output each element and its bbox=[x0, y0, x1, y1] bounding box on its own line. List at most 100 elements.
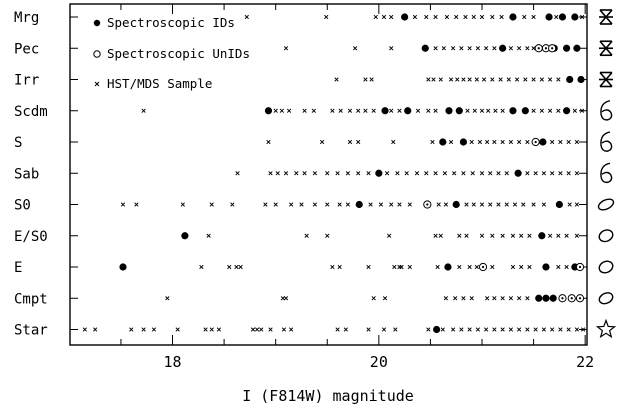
spectroscopic-unid-point-center bbox=[578, 265, 582, 269]
compact-icon bbox=[598, 292, 614, 305]
hst-mds-point bbox=[547, 77, 553, 82]
elliptical-lenticular-icon bbox=[598, 229, 614, 243]
hst-mds-point bbox=[451, 171, 457, 176]
hst-mds-point bbox=[531, 108, 536, 113]
hst-mds-point bbox=[564, 264, 569, 270]
hst-mds-point bbox=[508, 296, 514, 301]
hst-mds-point bbox=[387, 233, 392, 238]
hst-mds-point bbox=[519, 264, 524, 270]
hst-mds-point bbox=[234, 264, 239, 270]
spiral-late-icon bbox=[600, 100, 613, 121]
hst-mds-point bbox=[381, 327, 387, 332]
spectroscopic-unid-point-center bbox=[481, 265, 485, 269]
hst-mds-point bbox=[426, 108, 431, 113]
hst-mds-point bbox=[500, 233, 505, 238]
hst-mds-point bbox=[463, 14, 468, 20]
irregular-icon bbox=[599, 71, 613, 88]
hst-mds-point bbox=[499, 14, 504, 20]
spectroscopic-id-point bbox=[404, 107, 412, 115]
spectroscopic-id-point bbox=[535, 294, 543, 302]
spectroscopic-id-point bbox=[555, 200, 563, 209]
spectroscopic-id-point bbox=[562, 44, 571, 52]
hst-mds-point bbox=[479, 108, 485, 113]
hst-mds-point bbox=[579, 14, 585, 20]
hst-mds-point bbox=[522, 14, 527, 20]
hst-mds-point bbox=[442, 171, 448, 176]
hst-mds-point bbox=[488, 202, 493, 207]
spectroscopic-id-point bbox=[375, 169, 383, 177]
spectroscopic-id-point bbox=[539, 138, 547, 146]
hst-mds-point bbox=[412, 14, 418, 20]
hst-mds-point bbox=[525, 171, 530, 176]
hst-mds-point bbox=[496, 171, 501, 176]
hst-mds-point bbox=[492, 296, 497, 301]
hst-mds-point bbox=[299, 202, 304, 207]
hst-mds-point bbox=[352, 46, 358, 51]
hst-mds-point bbox=[492, 46, 497, 51]
hst-mds-point bbox=[404, 171, 409, 176]
hst-mds-point bbox=[389, 46, 394, 51]
legend-marker-filled bbox=[93, 19, 101, 27]
hst-mds-point bbox=[345, 171, 351, 176]
spectroscopic-unid-point-center bbox=[561, 297, 564, 300]
spectroscopic-id-point bbox=[509, 107, 517, 115]
hst-mds-point bbox=[347, 108, 353, 113]
hst-mds-point bbox=[572, 108, 577, 113]
hst-mds-point bbox=[549, 327, 555, 332]
hst-mds-point bbox=[259, 327, 264, 332]
legend-marker-open bbox=[93, 50, 101, 58]
hst-mds-point bbox=[393, 327, 398, 332]
hst-mds-point bbox=[541, 327, 547, 332]
spectroscopic-id-point bbox=[566, 75, 574, 84]
hst-mds-point bbox=[490, 233, 495, 238]
hst-mds-point bbox=[574, 233, 580, 238]
hst-mds-point bbox=[345, 202, 351, 207]
spectroscopic-id-point bbox=[459, 138, 468, 146]
legend-label: Spectroscopic IDs bbox=[107, 15, 235, 30]
hst-mds-point bbox=[516, 46, 522, 51]
hst-mds-point bbox=[488, 171, 493, 176]
spectroscopic-unid-point-center bbox=[544, 47, 548, 50]
hst-mds-point bbox=[566, 327, 571, 332]
hst-mds-point bbox=[311, 108, 317, 113]
x-axis-title: I (F814W) magnitude bbox=[242, 387, 414, 405]
hst-mds-point bbox=[324, 14, 329, 20]
hst-mds-point bbox=[273, 108, 278, 113]
hst-mds-point bbox=[500, 327, 505, 332]
hst-mds-point bbox=[472, 108, 477, 113]
hst-mds-point bbox=[519, 233, 524, 238]
hst-mds-point bbox=[141, 327, 146, 332]
hst-mds-point bbox=[180, 202, 185, 207]
hst-mds-point bbox=[356, 139, 361, 145]
hst-mds-point bbox=[203, 327, 208, 332]
hst-mds-point bbox=[574, 327, 580, 332]
hst-mds-point bbox=[440, 327, 445, 332]
hst-mds-point bbox=[556, 77, 561, 82]
hst-mds-point bbox=[547, 233, 553, 238]
hst-mds-point bbox=[567, 202, 572, 207]
hst-mds-point bbox=[481, 77, 487, 82]
hst-mds-point bbox=[574, 202, 580, 207]
hst-mds-point bbox=[492, 139, 497, 145]
hst-mds-point bbox=[490, 14, 495, 20]
hst-mds-point bbox=[531, 14, 536, 20]
category-label: Scdm bbox=[14, 104, 48, 120]
hst-mds-point bbox=[330, 264, 335, 270]
hst-mds-point bbox=[129, 327, 134, 332]
hst-mds-point bbox=[483, 327, 489, 332]
hst-mds-point bbox=[250, 327, 256, 332]
hst-mds-point bbox=[516, 296, 522, 301]
hst-mds-point bbox=[209, 327, 214, 332]
hst-mds-point bbox=[556, 108, 561, 113]
hst-mds-point bbox=[426, 77, 431, 82]
hst-mds-point bbox=[493, 108, 498, 113]
hst-mds-point bbox=[325, 202, 330, 207]
hst-mds-point bbox=[479, 233, 485, 238]
plot-frame bbox=[69, 3, 588, 346]
hst-mds-point bbox=[459, 46, 464, 51]
hst-mds-point bbox=[514, 77, 520, 82]
spectroscopic-id-point bbox=[562, 107, 571, 115]
hst-mds-point bbox=[312, 171, 318, 176]
spiral-early-icon bbox=[600, 162, 613, 184]
legend-label: HST/MDS Sample bbox=[107, 76, 212, 91]
